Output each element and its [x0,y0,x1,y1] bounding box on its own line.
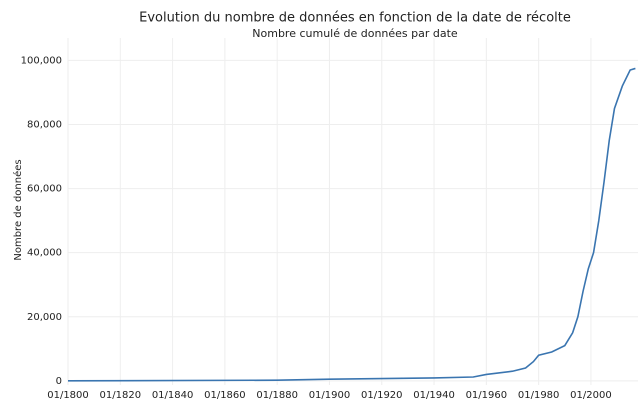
x-tick-label: 01/2000 [570,390,612,401]
y-tick-label: 40,000 [27,248,62,259]
x-tick-label: 01/1800 [47,390,89,401]
x-tick-label: 01/1920 [361,390,403,401]
x-tick-label: 01/1940 [413,390,455,401]
x-tick-label: 01/1820 [100,390,142,401]
chart-title: Evolution du nombre de données en foncti… [139,11,571,26]
y-axis-label: Nombre de données [12,159,24,260]
x-tick-label: 01/1880 [256,390,298,401]
x-tick-label: 01/1840 [152,390,194,401]
y-tick-label: 20,000 [27,312,62,323]
y-tick-label: 60,000 [27,184,62,195]
chart-subtitle: Nombre cumulé de données par date [252,27,458,40]
y-tick-label: 80,000 [27,120,62,131]
y-tick-label: 100,000 [21,55,62,66]
x-tick-label: 01/1860 [204,390,246,401]
x-tick-label: 01/1980 [518,390,560,401]
y-tick-label: 0 [56,376,62,387]
x-tick-label: 01/1900 [309,390,351,401]
x-tick-label: 01/1960 [466,390,508,401]
line [67,67,636,382]
